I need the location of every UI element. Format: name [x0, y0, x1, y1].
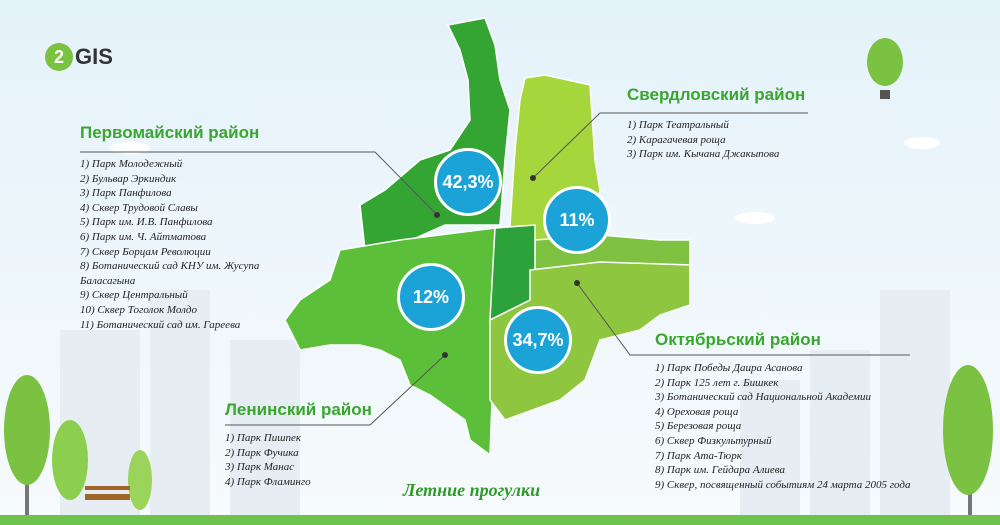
logo: 2 GIS — [45, 43, 113, 71]
district-share: 34,7% — [504, 306, 572, 374]
park-item: 4) Парк Фламинго — [225, 475, 311, 488]
park-item: 6) Парк им. Ч. Айтматова — [80, 230, 207, 243]
park-item: 5) Березовая роща — [655, 420, 742, 433]
park-item: 10) Сквер Тоголок Молдо — [80, 303, 197, 316]
park-item: 3) Парк им. Кычана Джакыпова — [627, 148, 780, 161]
logo-mark: 2 — [45, 43, 73, 71]
trees — [4, 365, 993, 520]
park-item: 3) Парк Панфилова — [80, 187, 172, 200]
park-item: 1) Парк Победы Даира Асанова — [655, 362, 803, 374]
park-item: 2) Парк 125 лет г. Бишкек — [655, 376, 779, 389]
park-item: 7) Парк Ата-Тюрк — [655, 449, 742, 462]
district-name: Октябрьский район — [655, 330, 821, 349]
clouds — [110, 137, 940, 224]
park-item: 8) Ботанический сад КНУ им. Жусупа Балас… — [80, 260, 260, 287]
district-name: Первомайский район — [80, 123, 260, 142]
park-list: 1) Парк Молодежный 2) Бульвар Эркиндик 3) … — [80, 157, 270, 332]
balloon — [867, 38, 903, 99]
title: Летние прогулки — [403, 480, 541, 500]
logo-text: GIS — [75, 44, 113, 69]
park-item: 5) Парк им. И.В. Панфилова — [80, 216, 213, 229]
park-list: 1) Парк Театральный 2) Карагачевая роща 3)… — [627, 118, 827, 162]
buildings — [60, 290, 950, 520]
leader-lines — [80, 112, 910, 426]
park-list: 1) Парк Победы Даира Асанова 2) Парк 125 … — [655, 361, 925, 492]
park-item: 9) Сквер Центральный — [80, 289, 188, 302]
district-share: 11% — [543, 186, 611, 254]
park-item: 6) Сквер Физкультурный — [655, 434, 772, 447]
park-item: 1) Парк Театральный — [627, 119, 729, 131]
park-item: 11) Ботанический сад им. Гареева — [80, 318, 241, 331]
park-item: 2) Парк Фучика — [225, 446, 299, 459]
district-name: Ленинский район — [225, 400, 372, 419]
park-list: 1) Парк Пишпек 2) Парк Фучика 3) Парк Мана… — [225, 431, 375, 489]
park-item: 4) Сквер Трудовой Славы — [80, 201, 198, 214]
district-share: 12% — [397, 263, 465, 331]
park-item: 4) Ореховая роща — [655, 405, 739, 418]
park-item: 3) Ботанический сад Национальной Академи… — [655, 391, 871, 404]
district-share: 42,3% — [434, 148, 502, 216]
park-item: 7) Сквер Борцам Революции — [80, 245, 211, 258]
park-item: 1) Парк Молодежный — [80, 158, 183, 170]
park-item: 3) Парк Манас — [225, 461, 295, 474]
park-item: 2) Карагачевая роща — [627, 133, 726, 146]
district-name: Свердловский район — [627, 85, 806, 104]
park-item: 1) Парк Пишпек — [225, 432, 302, 444]
dots — [434, 175, 580, 358]
park-item: 9) Сквер, посвященный событиям 24 марта … — [655, 478, 911, 491]
park-item: 2) Бульвар Эркиндик — [80, 172, 177, 185]
park-item: 8) Парк им. Гейдара Алиева — [655, 464, 785, 477]
